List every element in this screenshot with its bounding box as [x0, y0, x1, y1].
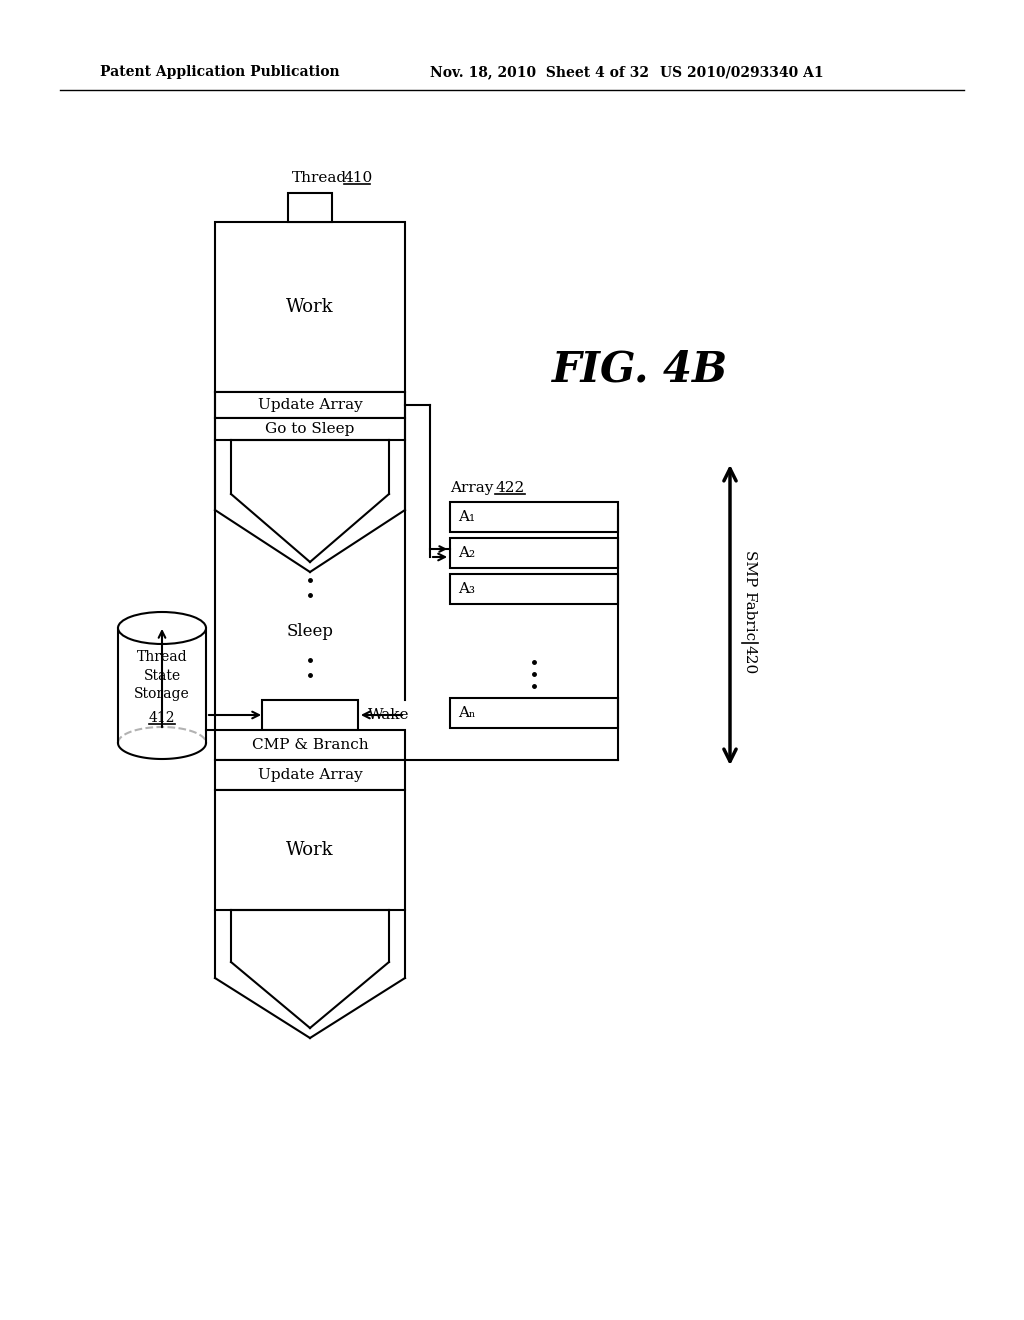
Bar	[450, 539, 618, 568]
Bar	[215, 789, 406, 909]
Text: FIG. 4B: FIG. 4B	[552, 348, 728, 391]
Text: 422: 422	[495, 480, 524, 495]
Bar	[215, 760, 406, 789]
Text: US 2010/0293340 A1: US 2010/0293340 A1	[660, 65, 823, 79]
Bar	[450, 698, 618, 729]
Text: Update Array: Update Array	[258, 399, 362, 412]
Text: Aₙ: Aₙ	[458, 706, 475, 719]
Text: 410: 410	[344, 172, 374, 185]
Bar	[450, 502, 618, 532]
Bar	[215, 392, 406, 418]
Text: A₁: A₁	[458, 510, 475, 524]
Ellipse shape	[118, 612, 206, 644]
Text: Work: Work	[286, 841, 334, 859]
Text: Array: Array	[450, 480, 499, 495]
Bar	[215, 418, 406, 440]
Text: Work: Work	[286, 298, 334, 315]
Bar	[288, 193, 332, 222]
Text: CMP & Branch: CMP & Branch	[252, 738, 369, 752]
Bar	[262, 700, 358, 730]
Text: Patent Application Publication: Patent Application Publication	[100, 65, 340, 79]
Text: Wake: Wake	[368, 708, 410, 722]
Text: SMP Fabric: SMP Fabric	[743, 550, 757, 640]
Text: A₂: A₂	[458, 546, 475, 560]
Text: 412: 412	[148, 710, 175, 725]
Text: Update Array: Update Array	[258, 768, 362, 781]
Text: Thread: Thread	[292, 172, 347, 185]
Text: Thread
State
Storage: Thread State Storage	[134, 651, 189, 701]
Text: A₃: A₃	[458, 582, 475, 597]
Text: 420: 420	[743, 645, 757, 675]
Text: Nov. 18, 2010  Sheet 4 of 32: Nov. 18, 2010 Sheet 4 of 32	[430, 65, 649, 79]
Bar	[215, 730, 406, 760]
Bar	[215, 222, 406, 392]
Text: Sleep: Sleep	[287, 623, 334, 640]
Text: Go to Sleep: Go to Sleep	[265, 422, 354, 436]
Bar	[450, 574, 618, 605]
